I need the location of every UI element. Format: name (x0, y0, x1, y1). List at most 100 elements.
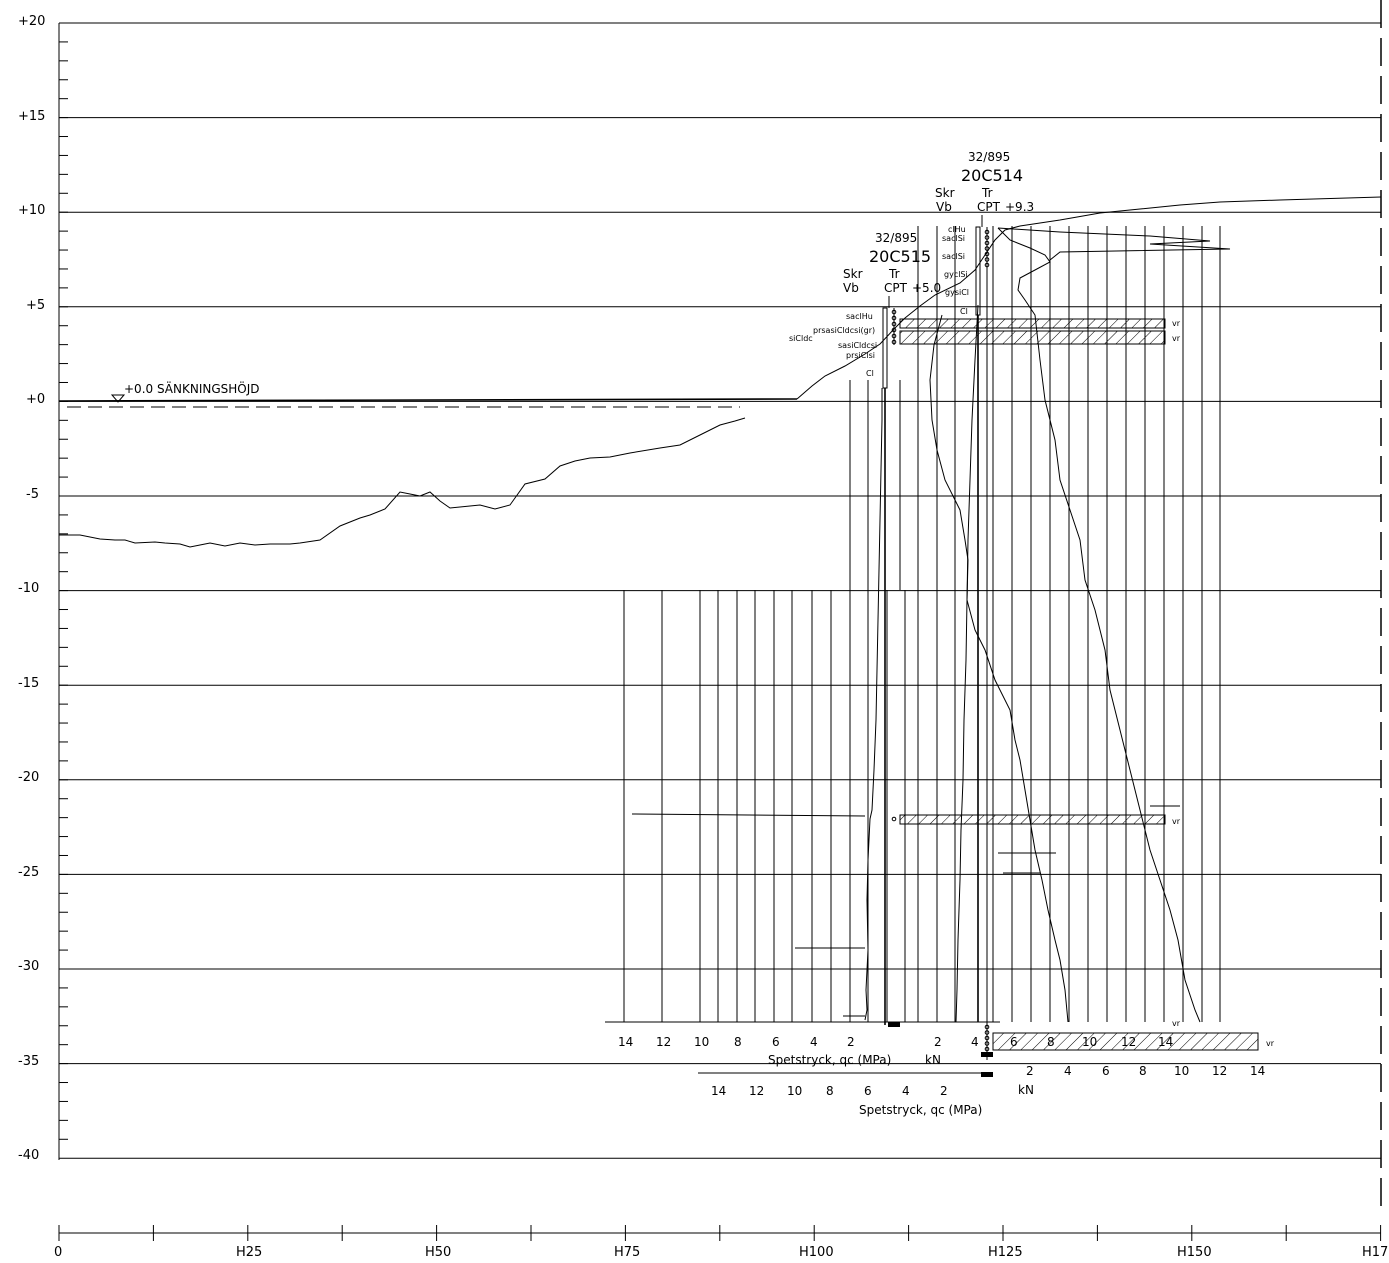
soil-label: saclSi (942, 252, 965, 261)
elevation-label: +0 (26, 392, 45, 407)
soil-label: sasiCldcsi (838, 341, 877, 350)
water-level: +0.0 SÄNKNINGSHÖJD (58, 380, 798, 408)
qc-tick-label: 12 (656, 1035, 671, 1049)
sounding-curve (929, 314, 1069, 1023)
chainage-label: H25 (236, 1245, 262, 1260)
chainage-label: 0 (54, 1245, 62, 1260)
elevation-label: +15 (18, 109, 45, 124)
elevation-label: +5 (26, 298, 45, 313)
qc-tick-label: 2 (847, 1035, 855, 1049)
sample-marker (984, 1024, 990, 1030)
kn-tick-label: 6 (1102, 1064, 1110, 1078)
soil-label: gysiCl (945, 288, 969, 297)
seabed-profile (59, 417, 746, 548)
kn-axis-label: kN (925, 1053, 941, 1067)
qc-tick-label: 6 (772, 1035, 780, 1049)
method-label: Skr (935, 186, 955, 200)
elevation-label: -40 (18, 1148, 39, 1163)
layer-mark: vr (1266, 1039, 1275, 1048)
method-label: Tr (888, 267, 900, 281)
soil-label: clHu (948, 225, 966, 234)
method-label: Vb (843, 281, 859, 295)
qc-tick-label: 4 (902, 1084, 910, 1098)
ground-level-label: +5.0 (912, 281, 941, 295)
sample-marker (984, 257, 990, 262)
sample-markers (984, 229, 990, 1052)
borehole-stop-marker (981, 1052, 993, 1057)
qc-tick-label: 6 (864, 1084, 872, 1098)
kn-tick-label: 10 (1174, 1064, 1189, 1078)
soil-label: gyclSi (944, 270, 968, 279)
qc-tick-label: 10 (694, 1035, 709, 1049)
layer-mark: vr (1172, 319, 1181, 328)
method-label: CPT (977, 200, 1001, 214)
scale-tick-label: 12 (1121, 1035, 1136, 1049)
qc-axis-label: Spetstryck, qc (MPa) (859, 1103, 982, 1117)
sample-marker (984, 240, 990, 246)
ground-profile (796, 196, 1382, 400)
hatched-layer (992, 1032, 1259, 1051)
qc-tick-label: 10 (787, 1084, 802, 1098)
elevation-label: -5 (26, 487, 39, 502)
elevation-label: -15 (18, 676, 39, 691)
qc-tick-label: 12 (749, 1084, 764, 1098)
soil-label: siCldc (789, 334, 813, 343)
chainage-label: H75 (614, 1245, 640, 1260)
water-level-triangle-icon (110, 394, 126, 403)
sounding-curve (997, 227, 1201, 1023)
sample-marker (984, 262, 990, 268)
qc-tick-label: 8 (826, 1084, 834, 1098)
sounding-curve (955, 304, 979, 1023)
elevation-label: -25 (18, 865, 39, 880)
hatched-layers (899, 318, 1259, 1051)
elevation-label: -10 (18, 581, 39, 596)
scale-tick-label: 6 (1010, 1035, 1018, 1049)
sample-marker (984, 1030, 990, 1035)
elevation-minor-ticks (59, 22, 68, 1140)
scale-tick-label: 2 (934, 1035, 942, 1049)
sample-marker (984, 251, 990, 257)
soil-label: Cl (866, 369, 874, 378)
chainage-label: H125 (988, 1245, 1023, 1260)
sounding-curve (997, 227, 1231, 261)
sample-marker (984, 1046, 990, 1052)
borehole-stop-marker (981, 1072, 993, 1077)
cpt-grid (623, 380, 906, 1022)
hatched-layer (899, 330, 1166, 345)
qc-tick-label: 2 (940, 1084, 948, 1098)
elevation-label: +20 (18, 14, 45, 29)
chainage-label: H150 (1177, 1245, 1212, 1260)
borehole-stop-marker (888, 1022, 900, 1027)
elevation-label: -20 (18, 770, 39, 785)
hatched-layer (899, 814, 1166, 825)
elevation-label: +10 (18, 203, 45, 218)
scale-tick-label: 14 (1158, 1035, 1173, 1049)
chainage-label: H50 (425, 1245, 451, 1260)
kn-tick-label: 14 (1250, 1064, 1265, 1078)
scale-tick-label: 10 (1082, 1035, 1097, 1049)
hatched-layer (899, 318, 1166, 329)
elevation-label: -35 (18, 1054, 39, 1069)
sample-marker (984, 246, 990, 251)
soil-label: prsiClsi (846, 351, 875, 360)
chainage-labels: 0 H25 H50 H75 H100 H125 H150 H17 (54, 1245, 1388, 1260)
chainage-label: H17 (1362, 1245, 1388, 1260)
qc-scale: 14 12 10 8 6 4 2 Spetstryck, qc (MPa) kN (618, 1035, 941, 1067)
soil-label: Cl (960, 307, 968, 316)
sample-marker (984, 229, 990, 235)
scale-tick-label: 8 (1047, 1035, 1055, 1049)
qc-tick-label: 14 (618, 1035, 633, 1049)
kn-tick-label: 2 (1026, 1064, 1034, 1078)
qc-tick-label: 8 (734, 1035, 742, 1049)
upper-scale: 2 4 6 8 10 12 14 (934, 1035, 1173, 1049)
method-label: Vb (936, 200, 952, 214)
borehole-number: 32/895 (968, 150, 1010, 164)
kn-tick-label: 8 (1139, 1064, 1147, 1078)
kn-tick-label: 12 (1212, 1064, 1227, 1078)
soil-label: saclSi (942, 234, 965, 243)
qc-tick-label: 14 (711, 1084, 726, 1098)
sample-marker (984, 1041, 990, 1046)
borehole-number: 32/895 (875, 231, 917, 245)
qc-scale: 14 12 10 8 6 4 2 Spetstryck, qc (MPa) (698, 1072, 985, 1117)
elevation-grid (58, 0, 1382, 1215)
